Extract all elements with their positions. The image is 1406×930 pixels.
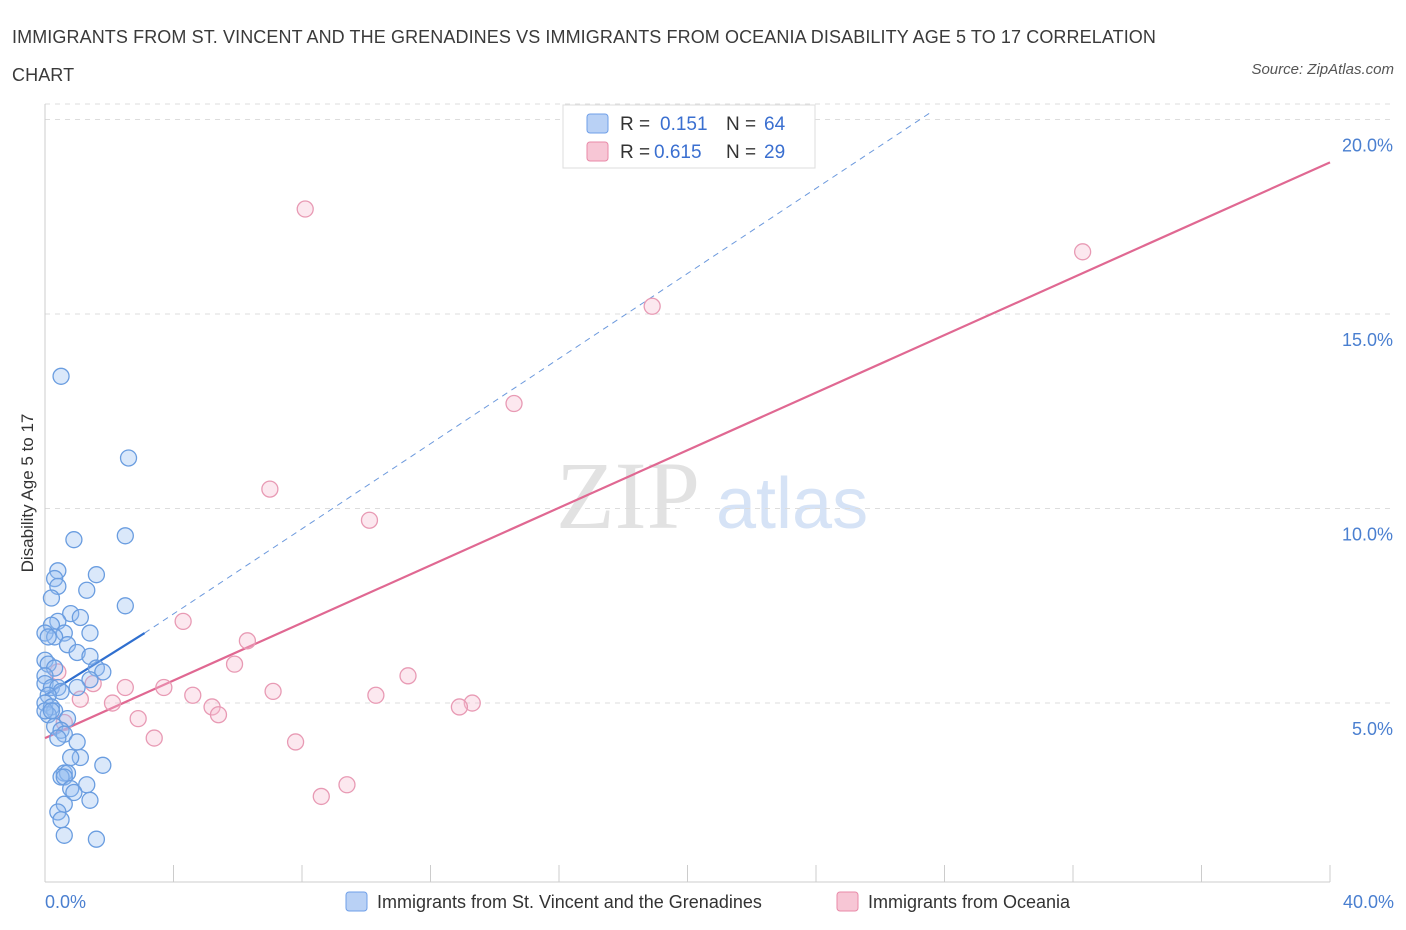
stats-legend: R = 0.151 N = 64 R = 0.615 N = 29 — [562, 104, 816, 169]
data-point-st-vincent — [87, 830, 106, 848]
data-point-st-vincent — [52, 367, 70, 385]
x-tick-label-min: 0.0% — [45, 892, 86, 912]
legend-r-value-1: 0.615 — [654, 142, 702, 163]
y-tick-label: 5.0% — [1352, 719, 1393, 739]
data-point-oceania — [145, 729, 163, 747]
trend-line-blue-dashed — [144, 111, 932, 634]
data-point-oceania — [286, 733, 305, 751]
series-legend: Immigrants from St. Vincent and the Gren… — [345, 891, 1071, 912]
trend-line-pink — [44, 161, 1331, 740]
legend-n-value-0: 64 — [764, 114, 786, 135]
data-point-st-vincent — [62, 604, 80, 623]
data-point-st-vincent — [42, 702, 61, 720]
data-point-oceania — [103, 694, 122, 712]
data-point-st-vincent — [36, 702, 54, 720]
y-tick-labels: 5.0% 10.0% 15.0% 20.0% — [1342, 136, 1393, 740]
data-point-oceania — [264, 682, 282, 701]
data-point-st-vincent — [42, 589, 61, 607]
data-point-oceania — [643, 297, 661, 315]
data-point-st-vincent — [119, 449, 138, 467]
data-point-st-vincent — [52, 811, 70, 829]
data-point-oceania — [399, 667, 417, 685]
data-point-oceania — [116, 678, 134, 697]
legend-r-value-0: 0.151 — [660, 114, 708, 135]
data-point-st-vincent — [68, 643, 86, 662]
data-point-oceania — [184, 686, 202, 704]
y-tick-label: 15.0% — [1342, 330, 1393, 350]
data-point-st-vincent — [78, 581, 96, 599]
data-point-oceania — [312, 787, 330, 806]
data-point-st-vincent — [81, 791, 99, 809]
data-point-st-vincent — [81, 624, 99, 642]
source-credit: Source: ZipAtlas.com — [1251, 61, 1394, 78]
data-point-oceania — [155, 678, 173, 697]
data-point-oceania — [225, 655, 244, 673]
data-point-st-vincent — [94, 663, 112, 681]
watermark-atlas: atlas — [716, 464, 868, 544]
data-point-oceania — [174, 612, 192, 631]
watermark-zip: ZIP — [556, 442, 700, 549]
data-point-st-vincent — [116, 527, 134, 545]
data-point-oceania — [450, 698, 469, 716]
data-point-oceania — [209, 706, 228, 724]
data-point-oceania — [367, 686, 385, 704]
data-point-oceania — [238, 632, 257, 650]
trend-line-blue — [44, 632, 146, 697]
data-point-st-vincent — [49, 729, 67, 747]
legend-n-value-1: 29 — [764, 142, 785, 163]
gridlines — [45, 103, 1392, 704]
data-point-st-vincent — [116, 597, 134, 615]
legend-swatch-blue — [586, 113, 609, 134]
legend-r-label-0: R = — [620, 114, 650, 135]
data-point-oceania — [463, 694, 481, 712]
y-tick-label: 10.0% — [1342, 525, 1393, 545]
legend-swatch-pink — [586, 141, 609, 162]
data-point-oceania — [360, 511, 379, 529]
data-point-st-vincent — [68, 678, 86, 697]
data-points — [36, 200, 1092, 848]
data-point-st-vincent — [94, 756, 112, 774]
data-point-st-vincent — [65, 531, 83, 549]
data-point-st-vincent — [87, 566, 106, 584]
data-point-oceania — [1073, 243, 1092, 261]
data-point-st-vincent — [45, 628, 64, 646]
series-legend-swatch-blue — [345, 891, 368, 912]
data-point-oceania — [296, 200, 314, 218]
data-point-st-vincent — [65, 783, 83, 802]
data-point-st-vincent — [81, 671, 99, 689]
data-point-oceania — [505, 394, 523, 413]
data-point-st-vincent — [71, 748, 89, 767]
trend-lines — [44, 111, 1331, 740]
legend-n-label-0: N = — [726, 114, 756, 135]
data-point-st-vincent — [68, 733, 86, 751]
data-point-st-vincent — [62, 748, 80, 767]
series-legend-label-pink: Immigrants from Oceania — [868, 892, 1071, 912]
y-tick-label: 20.0% — [1342, 136, 1393, 156]
data-point-oceania — [129, 709, 147, 728]
y-axis-label: Disability Age 5 to 17 — [18, 414, 37, 573]
data-point-st-vincent — [39, 628, 57, 646]
x-tick-label-max: 40.0% — [1343, 892, 1394, 912]
data-point-oceania — [261, 480, 279, 498]
data-point-oceania — [338, 776, 356, 794]
data-point-st-vincent — [71, 608, 89, 627]
legend-r-label-1: R = — [620, 142, 650, 163]
legend-n-label-1: N = — [726, 142, 756, 163]
x-ticks — [173, 865, 1331, 882]
data-point-st-vincent — [55, 826, 73, 844]
data-point-st-vincent — [52, 682, 70, 701]
chart-title: IMMIGRANTS FROM ST. VINCENT AND THE GREN… — [12, 27, 1156, 85]
series-legend-swatch-pink — [836, 891, 859, 912]
series-legend-label-blue: Immigrants from St. Vincent and the Gren… — [377, 892, 762, 912]
